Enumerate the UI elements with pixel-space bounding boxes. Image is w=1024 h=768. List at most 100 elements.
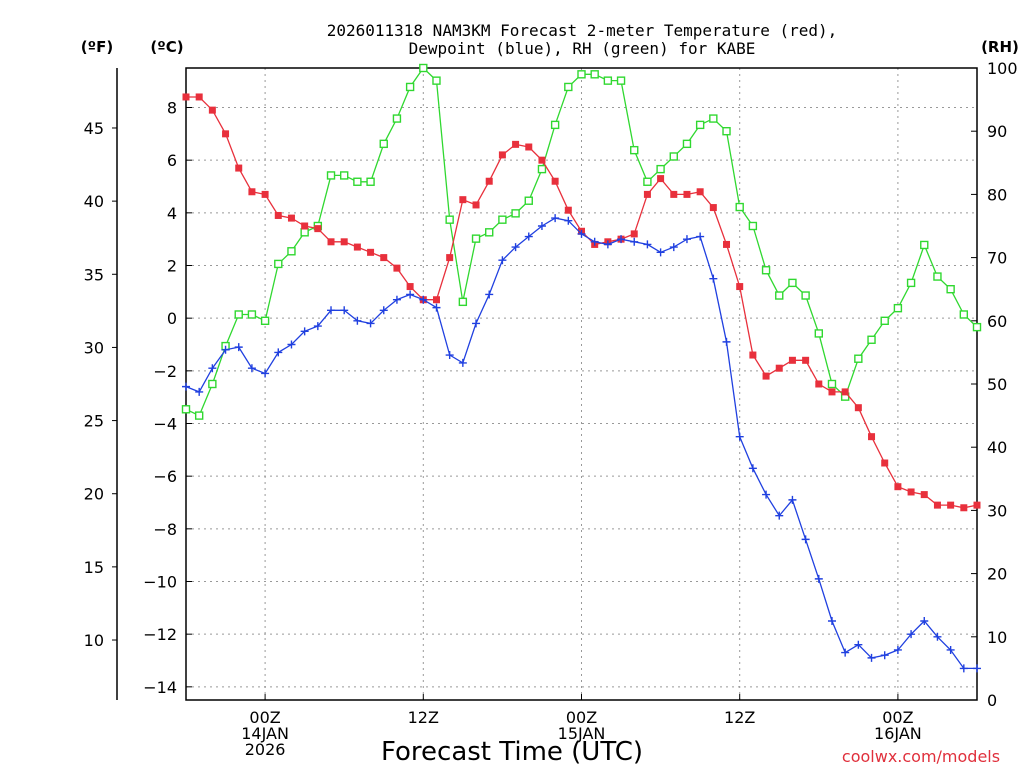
data-point: [920, 240, 929, 250]
data-point: [683, 190, 691, 198]
data-point: [617, 235, 626, 244]
data-point: [749, 351, 757, 359]
data-point: [432, 303, 441, 312]
x-tick-label: 12Z: [724, 708, 755, 727]
data-point: [827, 617, 836, 625]
fahrenheit-tick-label: 20: [84, 485, 104, 504]
x-tick-label: 15JAN: [558, 724, 606, 743]
data-point: [841, 388, 849, 396]
data-point: [603, 76, 613, 85]
data-point: [234, 310, 243, 319]
data-point: [274, 259, 283, 269]
x-tick-label: 00Z: [882, 708, 913, 727]
data-point: [959, 664, 968, 673]
data-point: [577, 229, 586, 238]
data-point: [537, 222, 546, 230]
data-point: [248, 188, 256, 196]
x-tick-label: 00Z: [566, 708, 597, 727]
fahrenheit-axis: 45 40 35 30 25 20 15 10: [84, 119, 117, 650]
data-point: [300, 327, 309, 336]
data-point: [195, 387, 204, 396]
data-point: [815, 380, 823, 388]
data-point: [893, 645, 902, 654]
data-point: [458, 297, 468, 307]
fahrenheit-tick-label: 15: [84, 558, 104, 577]
data-point: [801, 291, 810, 300]
celsius-tick-label: 0: [167, 309, 177, 328]
data-point: [287, 340, 296, 349]
data-point: [590, 70, 599, 79]
x-tick-label: 2026: [245, 740, 286, 759]
data-point: [551, 214, 560, 223]
data-point: [485, 228, 494, 237]
data-point: [564, 82, 573, 92]
data-point: [814, 574, 823, 583]
data-point: [748, 464, 757, 473]
celsius-tick-label: −12: [143, 625, 177, 644]
data-point: [946, 645, 955, 654]
data-point: [313, 322, 322, 331]
data-point: [603, 240, 612, 249]
data-point: [973, 664, 981, 673]
fahrenheit-tick-label: 45: [84, 119, 104, 138]
celsius-unit-label: (ºC): [150, 38, 183, 56]
data-point: [287, 247, 296, 256]
data-point: [208, 364, 217, 373]
data-point: [366, 177, 375, 186]
data-point: [748, 221, 758, 231]
data-point: [723, 240, 731, 248]
data-point: [893, 303, 903, 313]
data-point: [946, 285, 955, 294]
data-point: [854, 404, 862, 412]
data-point: [656, 164, 665, 174]
data-point: [222, 130, 230, 138]
data-point: [551, 177, 559, 185]
data-point: [564, 216, 573, 225]
data-point: [616, 76, 626, 85]
data-point: [867, 335, 876, 344]
data-point: [682, 235, 691, 244]
data-point: [353, 177, 362, 186]
data-point: [920, 617, 929, 625]
data-point: [867, 653, 876, 662]
data-point: [722, 337, 731, 346]
fahrenheit-tick-label: 40: [84, 192, 104, 211]
data-point: [393, 264, 401, 272]
data-point: [854, 354, 863, 363]
rh-tick-label: 50: [987, 375, 1007, 394]
grid-lines: [186, 68, 977, 700]
rh-tick-label: 20: [987, 565, 1007, 584]
data-point: [973, 501, 981, 509]
data-point: [247, 364, 256, 373]
data-point: [630, 230, 638, 238]
data-point: [458, 358, 467, 367]
data-point: [735, 202, 744, 212]
data-point: [300, 228, 309, 237]
x-tick-label: 14JAN: [241, 724, 289, 743]
data-point: [326, 171, 336, 180]
data-point: [880, 651, 889, 660]
data-point: [669, 243, 678, 252]
data-point: [340, 306, 349, 315]
data-point: [933, 272, 942, 281]
data-point: [761, 266, 771, 275]
data-point: [959, 310, 969, 319]
data-point: [709, 274, 718, 283]
data-point: [947, 501, 955, 509]
data-point: [881, 459, 889, 467]
data-point: [960, 504, 968, 512]
data-point: [736, 283, 744, 291]
data-point: [287, 214, 295, 222]
data-point: [432, 296, 440, 304]
data-point: [445, 351, 454, 360]
data-point: [643, 240, 652, 249]
data-point: [670, 190, 678, 198]
data-point: [788, 356, 796, 364]
data-point: [643, 190, 651, 198]
data-point: [775, 511, 784, 520]
data-point: [630, 237, 639, 246]
x-tick-label: 00Z: [249, 708, 280, 727]
data-point: [366, 319, 375, 328]
celsius-axis: 8 6 4 2 0 −2 −4 −6 −8 −10 −12 −14: [143, 99, 192, 697]
